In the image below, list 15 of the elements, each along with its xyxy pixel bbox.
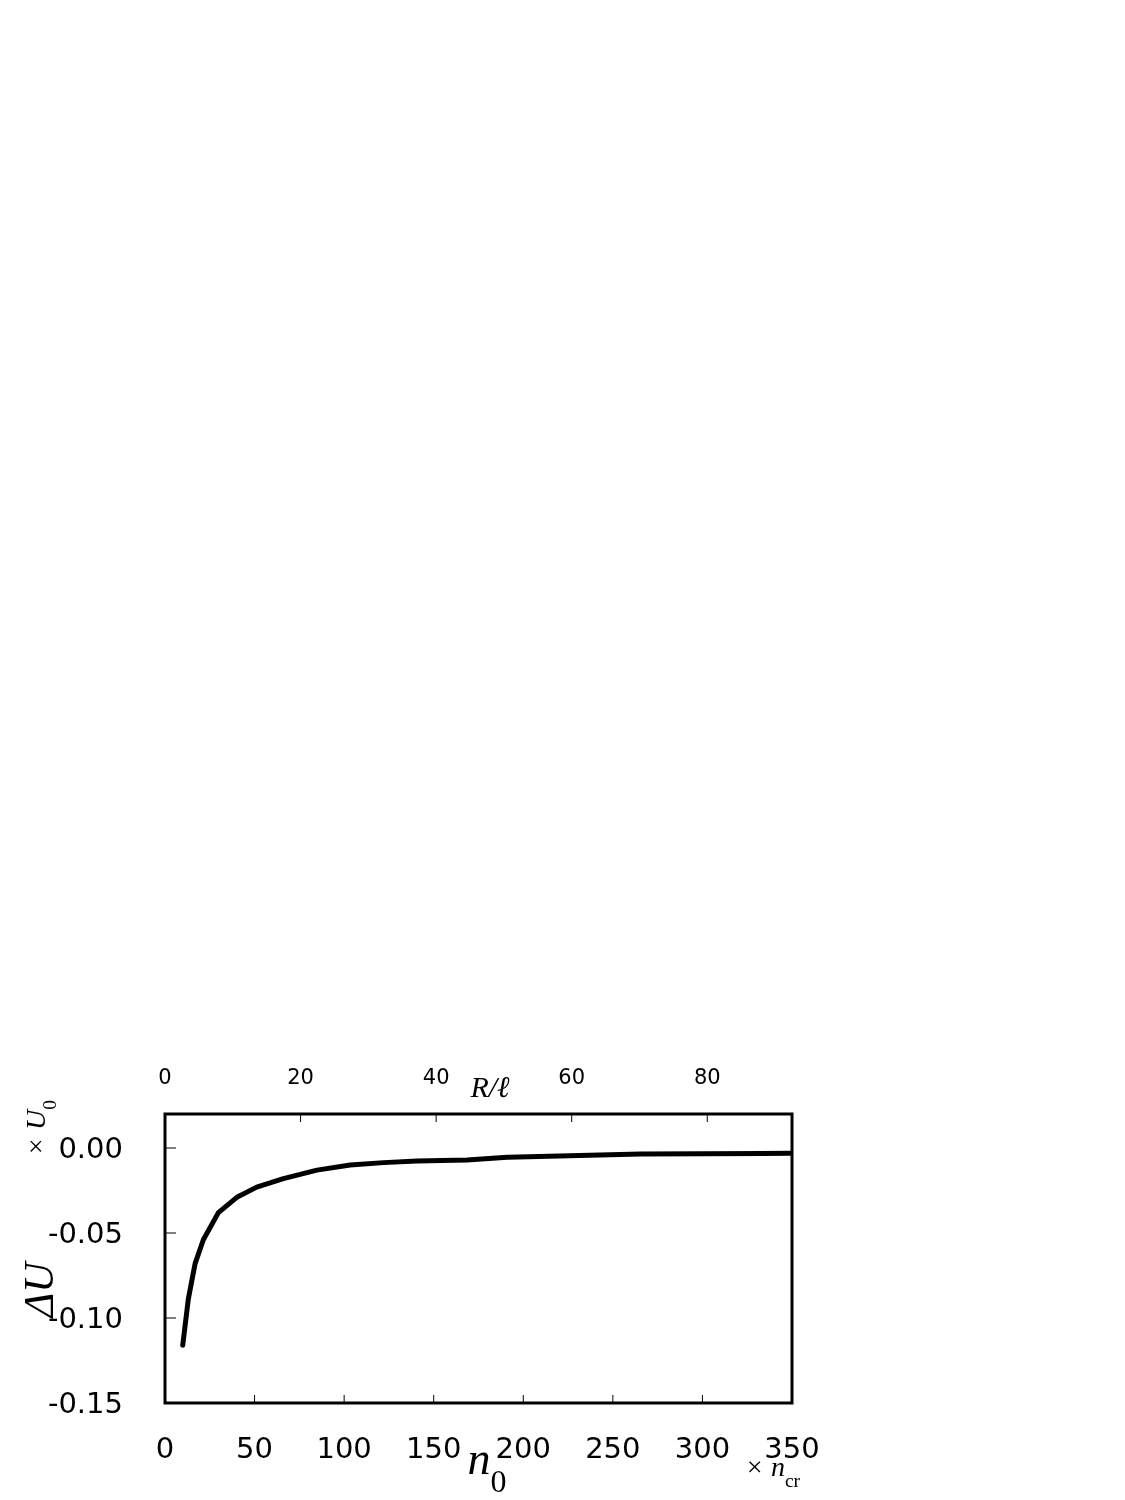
x2-tick-label: 60 xyxy=(558,1065,586,1089)
y-tick-label: -0.15 xyxy=(47,1386,123,1420)
x-tick-label: 150 xyxy=(406,1431,462,1465)
x2-tick-label: 40 xyxy=(422,1065,450,1089)
x2-tick-label: 20 xyxy=(287,1065,314,1089)
x-tick-label: 50 xyxy=(236,1431,274,1465)
y-tick-label: 0.00 xyxy=(58,1131,123,1165)
x-tick-label: 0 xyxy=(155,1431,175,1465)
x2-tick-label: 0 xyxy=(158,1065,172,1089)
x-tick-label: 100 xyxy=(316,1431,372,1465)
x-tick-label: 300 xyxy=(674,1431,731,1465)
x-tick-label: 250 xyxy=(585,1431,641,1465)
y-tick-label: -0.05 xyxy=(47,1216,123,1250)
x2-axis-title: R/ℓ xyxy=(469,1070,511,1103)
x2-tick-label: 80 xyxy=(693,1065,721,1089)
